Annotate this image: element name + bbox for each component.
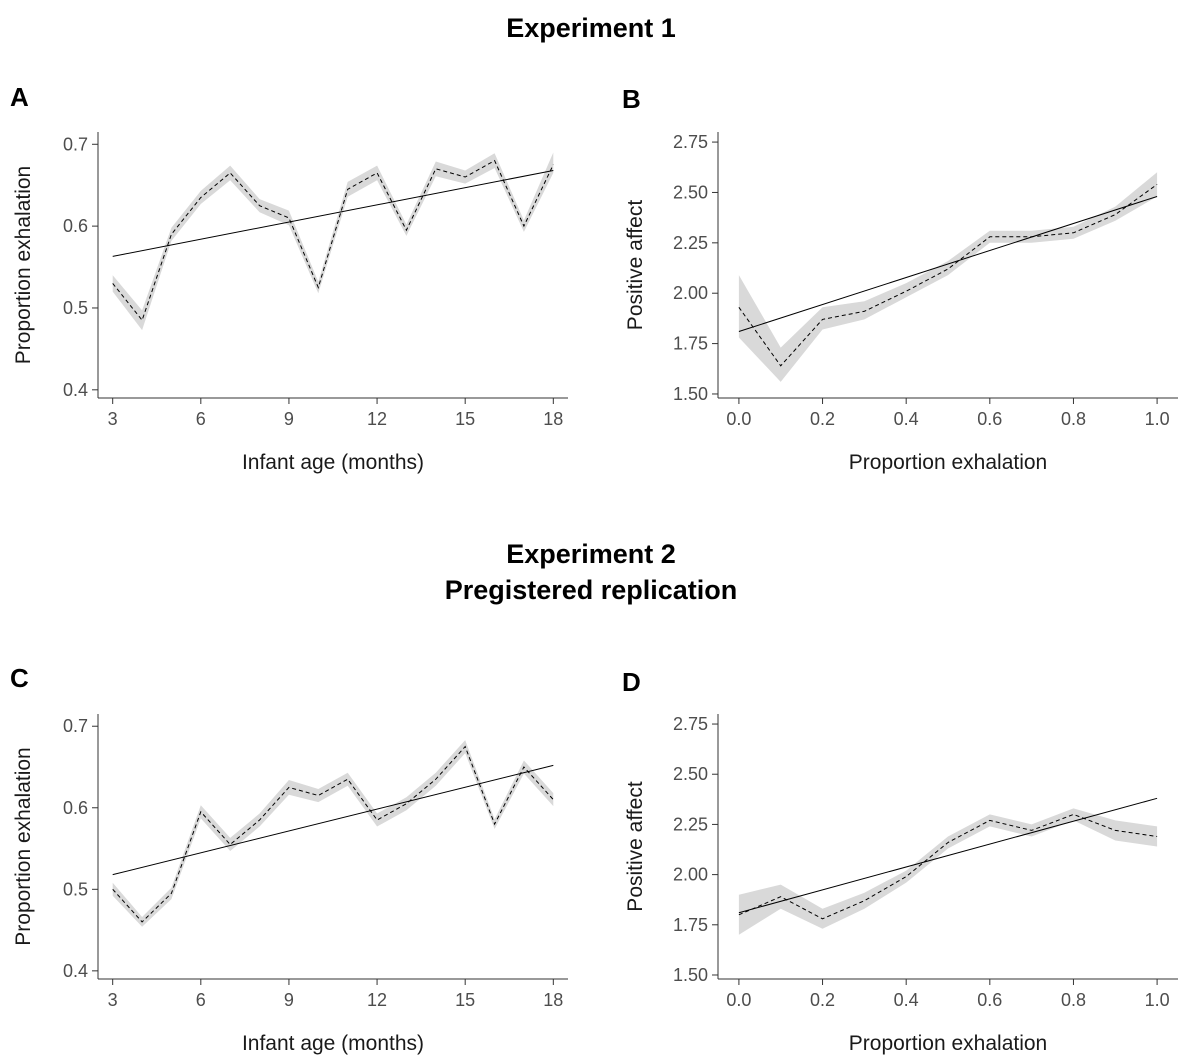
x-tick-label-c: 15 — [455, 990, 475, 1010]
x-tick-label-b: 1.0 — [1145, 409, 1170, 429]
x-tick-label-d: 0.8 — [1061, 990, 1086, 1010]
y-tick-label-c: 0.5 — [63, 879, 88, 899]
mean-line-b — [738, 183, 1158, 367]
y-axis-title-c: Proportion exhalation — [12, 747, 35, 945]
x-tick-label-b: 0.0 — [726, 409, 751, 429]
x-axis-title-a: Infant age (months) — [242, 451, 424, 474]
fit-line-c — [112, 764, 554, 876]
y-tick-label-d: 2.00 — [673, 865, 708, 885]
x-tick-label-a: 9 — [284, 409, 294, 429]
x-tick-label-b: 0.2 — [810, 409, 835, 429]
x-tick-label-a: 18 — [543, 409, 563, 429]
x-tick-label-a: 6 — [196, 409, 206, 429]
chart-a: 3 6 9 12 15 18 0.4 0.5 0.6 0.7 Infant age (months)… — [12, 132, 568, 474]
y-tick-label-d: 2.50 — [673, 764, 708, 784]
x-tick-label-c: 12 — [367, 990, 387, 1010]
y-tick-label-d: 1.75 — [673, 915, 708, 935]
chart-c: 3 6 9 12 15 18 0.4 0.5 0.6 0.7 Infant age (months)… — [12, 714, 568, 1055]
x-tick-label-a: 3 — [108, 409, 118, 429]
x-tick-label-d: 0.4 — [894, 990, 919, 1010]
x-tick-label-a: 12 — [367, 409, 387, 429]
x-axis-title-b: Proportion exhalation — [849, 451, 1047, 474]
y-tick-label-c: 0.6 — [63, 798, 88, 818]
experiment-2-heading: Experiment 2 — [506, 539, 676, 569]
y-tick-label-d: 2.25 — [673, 814, 708, 834]
chart-b: 0.0 0.2 0.4 0.6 0.8 1.0 1.50 1.75 2.00 2.25 2.50 2.… — [624, 132, 1178, 474]
y-tick-label-b: 2.50 — [673, 182, 708, 202]
mean-line-c — [112, 745, 554, 923]
x-tick-label-b: 0.6 — [977, 409, 1002, 429]
experiment-1-heading: Experiment 1 — [506, 13, 676, 43]
confidence-ribbon-d — [738, 808, 1158, 935]
experiment-2-subheading: Pregistered replication — [444, 575, 738, 605]
mean-line-d — [738, 813, 1158, 920]
x-axis-title-d: Proportion exhalation — [849, 1032, 1047, 1055]
fit-line-d — [738, 797, 1158, 914]
y-tick-label-c: 0.4 — [63, 961, 88, 981]
y-tick-label-d: 1.50 — [673, 965, 708, 985]
y-tick-label-c: 0.7 — [63, 716, 88, 736]
confidence-ribbon-a — [112, 152, 554, 331]
x-tick-label-d: 0.2 — [810, 990, 835, 1010]
panel-letter-c: C — [10, 663, 29, 693]
x-tick-label-c: 9 — [284, 990, 294, 1010]
x-tick-label-d: 1.0 — [1145, 990, 1170, 1010]
mean-line-a — [112, 159, 554, 322]
x-tick-label-c: 6 — [196, 990, 206, 1010]
y-tick-label-b: 2.00 — [673, 283, 708, 303]
panel-letter-a: A — [10, 82, 29, 112]
y-axis-title-a: Proportion exhalation — [12, 166, 35, 364]
y-tick-label-b: 2.25 — [673, 233, 708, 253]
x-tick-label-c: 18 — [543, 990, 563, 1010]
chart-d: 0.0 0.2 0.4 0.6 0.8 1.0 1.50 1.75 2.00 2.25 2.50 2.… — [624, 714, 1178, 1055]
y-tick-label-b: 1.75 — [673, 334, 708, 354]
confidence-ribbon-b — [738, 172, 1158, 382]
x-tick-label-d: 0.6 — [977, 990, 1002, 1010]
y-axis-title-d: Positive affect — [624, 781, 647, 912]
panel-letter-d: D — [622, 667, 641, 697]
y-tick-label-d: 2.75 — [673, 714, 708, 734]
y-axis-title-b: Positive affect — [624, 200, 647, 331]
fit-line-a — [112, 169, 554, 257]
fit-line-b — [738, 196, 1158, 332]
x-tick-label-b: 0.8 — [1061, 409, 1086, 429]
x-axis-title-c: Infant age (months) — [242, 1032, 424, 1055]
y-tick-label-a: 0.6 — [63, 216, 88, 236]
y-tick-label-a: 0.4 — [63, 380, 88, 400]
y-tick-label-a: 0.7 — [63, 134, 88, 154]
x-tick-label-b: 0.4 — [894, 409, 919, 429]
confidence-ribbon-c — [112, 740, 554, 927]
y-tick-label-b: 2.75 — [673, 132, 708, 152]
y-tick-label-b: 1.50 — [673, 384, 708, 404]
x-tick-label-a: 15 — [455, 409, 475, 429]
panel-letter-b: B — [622, 84, 641, 114]
x-tick-label-d: 0.0 — [726, 990, 751, 1010]
y-tick-label-a: 0.5 — [63, 298, 88, 318]
x-tick-label-c: 3 — [108, 990, 118, 1010]
